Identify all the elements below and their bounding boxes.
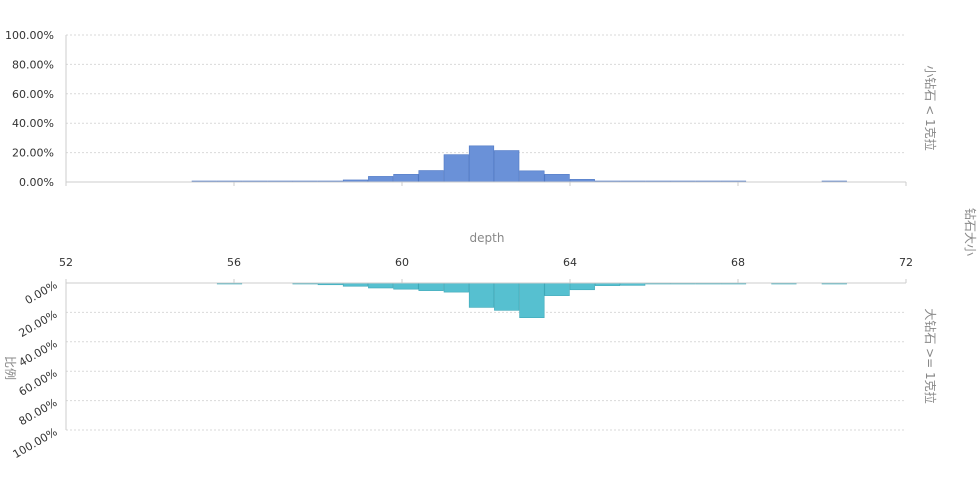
top-histogram-bar — [468, 145, 495, 183]
bottom-histogram-bar — [393, 282, 419, 290]
bottom-histogram-bar — [468, 282, 495, 308]
y-axis-title: 比例 — [3, 356, 17, 380]
x-tick-label: 56 — [227, 256, 241, 269]
x-tick-label: 72 — [899, 256, 913, 269]
facet-group-title: 钻石大小 — [963, 208, 978, 256]
bottom-histogram-bar — [443, 282, 469, 293]
bottom-histogram-bar — [494, 282, 520, 311]
x-axis-title: depth — [470, 231, 505, 245]
bottom-y-tick-label: 60.00% — [17, 367, 60, 399]
bottom-y-tick-label: 20.00% — [17, 308, 60, 340]
top-panel-bars — [191, 145, 847, 183]
top-facet-label: 小钻石 < 1克拉 — [923, 65, 938, 150]
bottom-y-tick-label: 40.00% — [17, 337, 60, 369]
bottom-histogram-bar — [544, 282, 570, 296]
bottom-y-tick-label: 80.00% — [17, 396, 60, 428]
top-y-tick-label: 80.00% — [12, 58, 54, 71]
top-histogram-bar — [368, 176, 394, 183]
x-tick-label: 52 — [59, 256, 73, 269]
top-y-tick-label: 60.00% — [12, 88, 54, 101]
x-tick-label: 64 — [563, 256, 577, 269]
top-histogram-bar — [443, 154, 469, 183]
bottom-histogram-bar — [519, 282, 545, 318]
bottom-panel-gridlines — [66, 311, 906, 431]
top-panel-gridlines — [66, 34, 906, 154]
top-y-tick-label: 20.00% — [12, 147, 54, 160]
bottom-histogram-bar — [368, 282, 394, 289]
top-y-tick-label: 40.00% — [12, 117, 54, 130]
bottom-y-tick-label: 100.00% — [11, 425, 60, 461]
top-histogram-bar — [519, 170, 545, 183]
top-histogram-bar — [544, 174, 570, 183]
top-y-tick-label: 0.00% — [19, 176, 54, 189]
x-tick-label: 60 — [395, 256, 409, 269]
bottom-histogram-bar — [569, 282, 595, 291]
top-histogram-bar — [418, 170, 444, 183]
top-histogram-bar — [393, 174, 419, 183]
top-histogram-bar — [494, 150, 520, 183]
top-y-tick-label: 100.00% — [5, 29, 54, 42]
bottom-y-tick-label: 0.00% — [23, 278, 60, 307]
axes — [65, 35, 907, 430]
bottom-histogram-bar — [418, 282, 444, 291]
x-tick-label: 68 — [731, 256, 745, 269]
bottom-facet-label: 大钻石 >= 1克拉 — [923, 308, 938, 403]
